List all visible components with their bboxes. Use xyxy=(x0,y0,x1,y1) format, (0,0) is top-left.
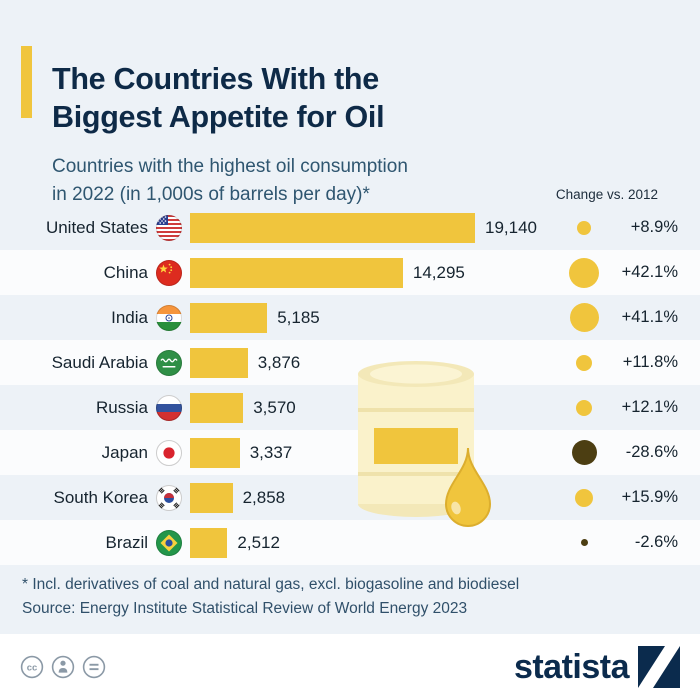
change-dot xyxy=(569,303,599,332)
chart-row: India 5,185 +41.1% xyxy=(0,295,700,340)
subtitle-line-2: in 2022 (in 1,000s of barrels per day)* xyxy=(52,184,370,205)
country-label: Saudi Arabia xyxy=(51,352,148,372)
subtitle: Countries with the highest oil consumpti… xyxy=(52,153,408,209)
value-label: 2,512 xyxy=(237,532,280,552)
change-dot-wrap xyxy=(556,539,612,546)
country-label: Russia xyxy=(96,397,148,417)
svg-text:cc: cc xyxy=(27,663,38,674)
consumption-bar xyxy=(190,302,268,333)
flag-ru-icon xyxy=(156,394,182,421)
consumption-bar xyxy=(190,527,228,558)
attribution-person-icon xyxy=(51,655,75,679)
consumption-bar xyxy=(190,257,403,288)
consumption-bar xyxy=(190,482,233,513)
page-title: The Countries With the Biggest Appetite … xyxy=(52,60,385,136)
consumption-bar xyxy=(190,437,240,468)
bar-chart: United States 19,140 +8.9% China 14,295 +42.1… xyxy=(0,205,700,565)
chart-row: China 14,295 +42.1% xyxy=(0,250,700,295)
flag-in-icon xyxy=(156,304,182,331)
value-label: 3,337 xyxy=(249,442,293,462)
consumption-bar xyxy=(190,212,475,243)
country-label: China xyxy=(103,262,148,282)
chart-row: South Korea 2,858 +15.9% xyxy=(0,475,700,520)
subtitle-line-1: Countries with the highest oil consumpti… xyxy=(52,156,408,177)
country-label: Japan xyxy=(101,442,148,462)
bar-zone: 19,140 xyxy=(190,205,556,250)
statista-logo-icon xyxy=(638,646,680,688)
flag-us-icon xyxy=(156,214,182,241)
bottom-bar: cc statista xyxy=(0,634,700,700)
change-percent-label: +41.1% xyxy=(621,308,678,326)
license-icons: cc xyxy=(20,655,106,679)
change-dot xyxy=(580,539,588,546)
change-dot xyxy=(577,220,591,235)
change-dot-wrap xyxy=(556,399,612,416)
bar-zone: 3,876 xyxy=(190,340,556,385)
change-percent-label: +8.9% xyxy=(630,218,678,236)
value-label: 5,185 xyxy=(277,307,320,327)
flag-sa-icon xyxy=(156,349,182,376)
footnote-block: * Incl. derivatives of coal and natural … xyxy=(22,573,678,621)
change-percent-label: -28.6% xyxy=(625,443,678,461)
change-percent-label: +15.9% xyxy=(621,488,678,506)
consumption-bar xyxy=(190,347,248,378)
change-dot xyxy=(576,354,592,371)
country-label: South Korea xyxy=(53,487,148,507)
bar-zone: 2,512 xyxy=(190,520,556,565)
change-dot-wrap xyxy=(556,354,612,371)
title-line-2: Biggest Appetite for Oil xyxy=(52,100,385,135)
bar-zone: 3,570 xyxy=(190,385,556,430)
statista-wordmark: statista xyxy=(513,648,630,686)
change-dot xyxy=(576,399,592,416)
equals-icon xyxy=(82,655,106,679)
value-label: 19,140 xyxy=(485,217,537,237)
chart-row: Russia 3,570 +12.1% xyxy=(0,385,700,430)
change-column-header: Change vs. 2012 xyxy=(555,187,658,202)
change-percent-label: +42.1% xyxy=(621,263,678,281)
value-label: 2,858 xyxy=(242,487,286,507)
change-dot-wrap xyxy=(556,220,612,235)
value-label: 3,570 xyxy=(253,397,296,417)
change-dot-wrap xyxy=(556,303,612,332)
flag-cn-icon xyxy=(156,259,182,286)
change-percent-label: -2.6% xyxy=(634,533,678,551)
value-label: 14,295 xyxy=(412,262,465,282)
value-label: 3,876 xyxy=(257,352,301,372)
bar-zone: 2,858 xyxy=(190,475,556,520)
flag-jp-icon xyxy=(156,439,182,466)
change-dot xyxy=(571,440,597,465)
cc-icon: cc xyxy=(20,655,44,679)
change-dot-wrap xyxy=(556,257,612,288)
source: Source: Energy Institute Statistical Rev… xyxy=(22,600,468,617)
bar-zone: 5,185 xyxy=(190,295,556,340)
change-percent-label: +12.1% xyxy=(621,398,678,416)
change-dot xyxy=(569,257,599,288)
chart-row: United States 19,140 +8.9% xyxy=(0,205,700,250)
footnote: * Incl. derivatives of coal and natural … xyxy=(22,576,520,593)
title-line-1: The Countries With the xyxy=(52,62,379,97)
chart-row: Japan 3,337 -28.6% xyxy=(0,430,700,475)
bar-zone: 14,295 xyxy=(190,250,556,295)
bar-zone: 3,337 xyxy=(190,430,556,475)
country-label: India xyxy=(111,307,148,327)
flag-kr-icon xyxy=(156,484,182,511)
chart-row: Saudi Arabia 3,876 +11.8% xyxy=(0,340,700,385)
change-dot-wrap xyxy=(556,440,612,465)
flag-br-icon xyxy=(156,529,182,556)
chart-row: Brazil 2,512 -2.6% xyxy=(0,520,700,565)
change-dot xyxy=(575,488,593,507)
change-dot-wrap xyxy=(556,488,612,507)
statista-logo: statista xyxy=(514,646,680,688)
consumption-bar xyxy=(190,392,244,423)
country-label: Brazil xyxy=(105,532,148,552)
country-label: United States xyxy=(45,217,148,237)
change-percent-label: +11.8% xyxy=(622,353,678,371)
title-accent-bar xyxy=(21,46,32,118)
